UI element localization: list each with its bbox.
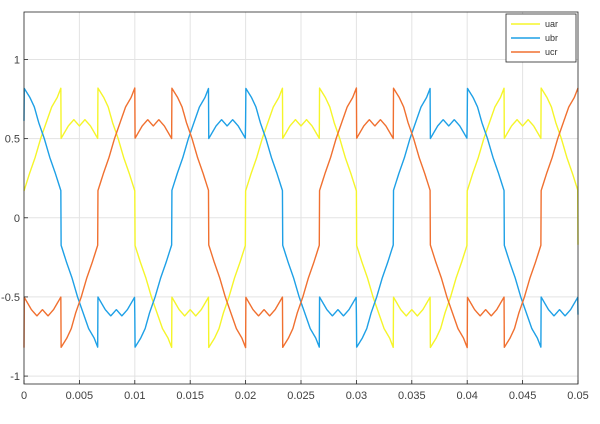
x-tick-label: 0.02 xyxy=(235,390,256,402)
y-tick-label: 0 xyxy=(14,213,20,225)
x-tick-label: 0.03 xyxy=(346,390,367,402)
x-tick-label: 0.035 xyxy=(398,390,426,402)
x-tick-label: 0.05 xyxy=(567,390,588,402)
y-tick-label: 0.5 xyxy=(5,134,20,146)
grid xyxy=(23,12,579,384)
legend: uar ubr ucr xyxy=(505,13,577,63)
tick-labels: 0 0.005 0.01 0.015 0.02 0.025 0.03 0.035 0.04 0.0… xyxy=(1,54,589,402)
y-tick-label: -1 xyxy=(10,371,20,383)
y-tick-label: 1 xyxy=(14,54,20,66)
x-tick-label: 0.045 xyxy=(509,390,537,402)
series-line-ucr xyxy=(23,87,579,349)
x-tick-label: 0 xyxy=(21,390,27,402)
x-tick-label: 0.04 xyxy=(456,390,477,402)
series-layer xyxy=(23,87,579,349)
legend-label-uar: uar xyxy=(545,19,558,29)
legend-label-ucr: ucr xyxy=(545,47,558,57)
legend-label-ubr: ubr xyxy=(545,33,558,43)
x-tick-label: 0.015 xyxy=(176,390,204,402)
x-tick-label: 0.01 xyxy=(124,390,145,402)
x-tick-label: 0.005 xyxy=(66,390,94,402)
x-tick-label: 0.025 xyxy=(287,390,315,402)
y-tick-label: -0.5 xyxy=(1,292,20,304)
